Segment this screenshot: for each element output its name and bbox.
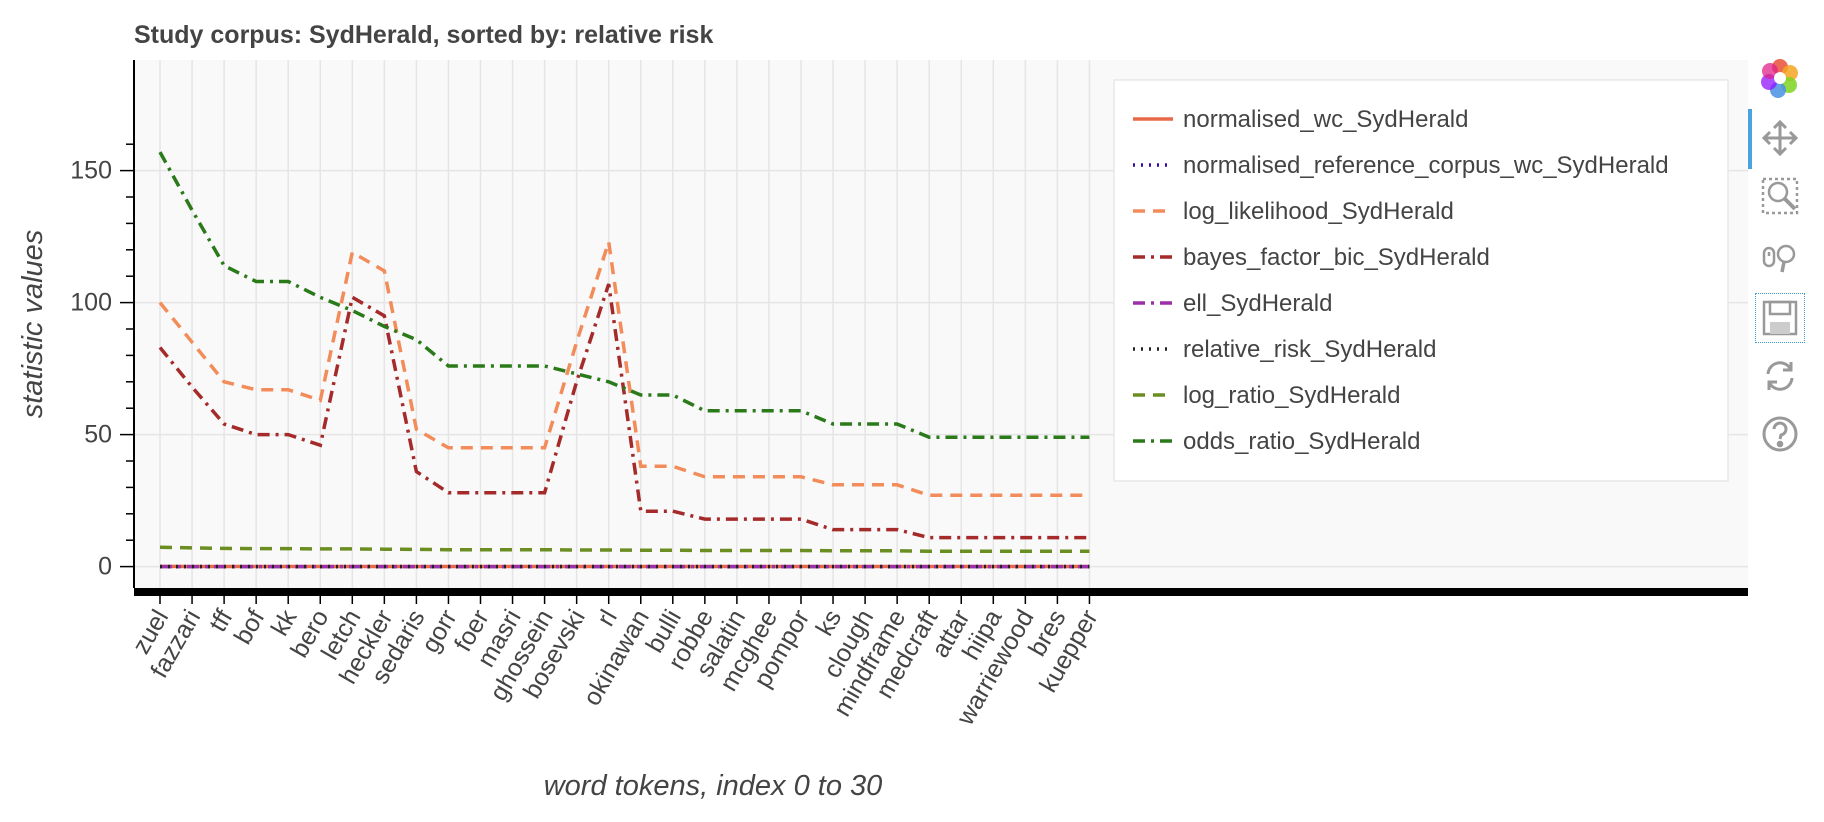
active-tool-indicator [1748, 109, 1752, 169]
series-layer [158, 151, 1090, 569]
legend-label: odds_ratio_SydHerald [1183, 428, 1420, 455]
help-icon[interactable] [1756, 410, 1804, 458]
legend: normalised_wc_SydHerald normalised_refere… [1113, 79, 1729, 482]
y-axis-label: statistic values [17, 230, 49, 419]
save-icon[interactable] [1755, 293, 1805, 343]
bokeh-logo-icon[interactable] [1756, 54, 1804, 102]
box-zoom-icon[interactable] [1756, 172, 1804, 220]
legend-label: log_likelihood_SydHerald [1183, 198, 1454, 225]
axes: 050100150zuelfazzaritffbofkkberoletchhec… [70, 60, 1748, 731]
series-line [159, 545, 1090, 554]
legend-label: normalised_wc_SydHerald [1183, 106, 1468, 133]
x-axis-line [134, 588, 1748, 596]
legend-label: relative_risk_SydHerald [1183, 336, 1436, 363]
pan-move-icon[interactable] [1756, 114, 1804, 162]
legend-box [1113, 79, 1729, 482]
x-tick-label: bof [229, 605, 271, 649]
legend-label: ell_SydHerald [1183, 290, 1332, 317]
y-tick-label: 0 [98, 553, 112, 581]
legend-label: bayes_factor_bic_SydHerald [1183, 244, 1490, 271]
reset-icon[interactable] [1756, 352, 1804, 400]
y-tick-label: 150 [70, 157, 112, 185]
chart-title: Study corpus: SydHerald, sorted by: rela… [134, 21, 713, 49]
y-tick-label: 50 [84, 421, 112, 449]
series-line [158, 283, 1090, 540]
wheel-zoom-icon[interactable] [1756, 232, 1804, 280]
legend-label: normalised_reference_corpus_wc_SydHerald [1183, 152, 1669, 179]
x-axis-label: word tokens, index 0 to 30 [544, 770, 883, 802]
grid-lines [134, 60, 1748, 588]
legend-label: log_ratio_SydHerald [1183, 382, 1400, 409]
series-line [158, 151, 1090, 439]
series-line [158, 241, 1090, 498]
y-tick-label: 100 [70, 289, 112, 317]
